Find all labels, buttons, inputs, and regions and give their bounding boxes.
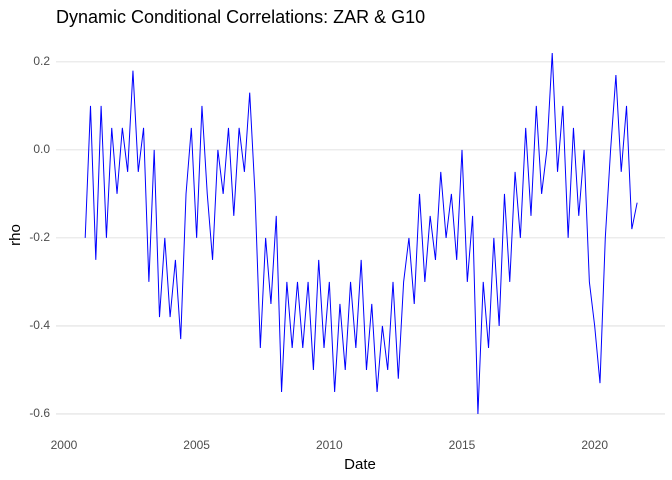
y-tick-label: -0.4	[29, 318, 50, 332]
x-tick-label: 2010	[316, 438, 343, 452]
y-tick-label: 0.2	[33, 54, 50, 68]
x-axis-title: Date	[344, 456, 376, 473]
y-tick-label: -0.6	[29, 406, 50, 420]
y-axis-title: rho	[7, 224, 24, 246]
x-tick-label: 2005	[183, 438, 210, 452]
data-line	[84, 53, 638, 414]
y-tick-label: 0.0	[33, 142, 50, 156]
x-tick-label: 2020	[581, 438, 608, 452]
y-tick-label: -0.2	[29, 230, 50, 244]
x-tick-label: 2015	[449, 438, 476, 452]
x-tick-label: 2000	[51, 438, 78, 452]
chart-title: Dynamic Conditional Correlations: ZAR & …	[56, 7, 425, 27]
